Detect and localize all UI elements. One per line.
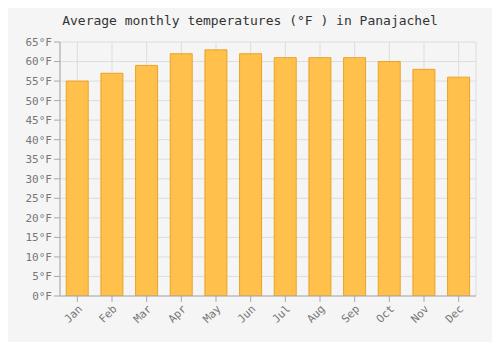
svg-text:40°F: 40°F [26,134,53,147]
svg-text:May: May [200,302,224,326]
svg-text:35°F: 35°F [26,153,53,166]
svg-text:Aug: Aug [304,302,327,325]
svg-text:30°F: 30°F [26,173,53,186]
svg-text:Apr: Apr [166,302,190,326]
svg-text:Dec: Dec [443,302,466,325]
svg-text:60°F: 60°F [26,55,53,68]
svg-text:Jun: Jun [235,302,258,325]
svg-text:25°F: 25°F [26,192,53,205]
svg-text:Jul: Jul [270,302,293,325]
svg-text:Jan: Jan [62,302,85,325]
svg-text:Sep: Sep [339,302,362,325]
svg-text:0°F: 0°F [32,290,52,303]
svg-text:55°F: 55°F [26,75,53,88]
svg-text:50°F: 50°F [26,95,53,108]
svg-text:15°F: 15°F [26,231,53,244]
svg-text:20°F: 20°F [26,212,53,225]
svg-text:Feb: Feb [96,302,119,325]
svg-text:Oct: Oct [374,302,397,325]
svg-text:10°F: 10°F [26,251,53,264]
svg-text:5°F: 5°F [32,270,52,283]
svg-text:Nov: Nov [408,302,432,326]
svg-text:65°F: 65°F [26,36,53,49]
html-text:Average monthly temperatures (: Average monthly temperatures (°F ) in Pa… [62,13,438,28]
svg-text:Mar: Mar [131,302,155,326]
svg-text:45°F: 45°F [26,114,53,127]
